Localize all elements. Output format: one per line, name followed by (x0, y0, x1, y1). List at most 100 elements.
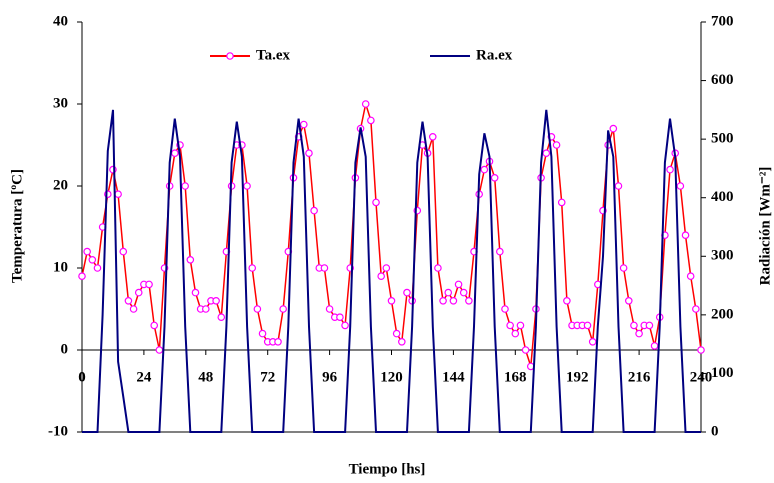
data-point (392, 329, 401, 338)
data-point (387, 296, 396, 305)
data-point (676, 182, 685, 190)
data-point (171, 149, 179, 158)
data-point (506, 321, 514, 330)
data-point (542, 149, 551, 158)
data-point (134, 288, 143, 297)
data-point (619, 264, 628, 272)
data-point (650, 342, 659, 350)
data-point (114, 190, 122, 199)
data-point (439, 296, 447, 305)
data-point (119, 247, 128, 256)
data-point (480, 165, 489, 174)
data-point (692, 305, 700, 313)
y-tick-label: 10 (53, 259, 68, 275)
y-tick-label: 0 (61, 341, 69, 357)
data-point (83, 247, 91, 256)
data-point (336, 313, 344, 322)
data-point (635, 329, 643, 338)
data-point (681, 231, 690, 240)
data-point (181, 182, 189, 190)
data-point (563, 296, 571, 305)
y2-tick-label: 500 (711, 131, 734, 147)
y-tick-label: 20 (53, 177, 68, 193)
data-point (501, 305, 509, 313)
data-point (454, 280, 463, 289)
data-point (361, 100, 370, 108)
data-point (258, 329, 267, 338)
x-tick-label: 192 (566, 369, 589, 385)
legend-label: Ta.ex (256, 47, 291, 63)
x-tick-label: 240 (690, 369, 713, 385)
y-axis-title: Temperatura [ºC] (9, 169, 25, 283)
data-point (449, 296, 458, 305)
data-point (186, 255, 195, 264)
data-point (341, 321, 349, 330)
data-point (274, 337, 282, 346)
y2-tick-label: 200 (711, 306, 734, 322)
data-point (93, 264, 102, 272)
data-point (609, 124, 618, 133)
data-point (129, 305, 138, 313)
data-point (557, 198, 566, 207)
y2-tick-label: 0 (711, 423, 719, 439)
data-point (645, 321, 654, 330)
data-point (367, 116, 375, 125)
data-point (253, 305, 262, 313)
data-point (444, 288, 453, 297)
data-point (496, 247, 504, 256)
data-point (630, 321, 638, 330)
data-point (372, 198, 380, 207)
data-point (145, 280, 153, 289)
x-tick-label: 72 (260, 369, 275, 385)
y2-tick-label: 300 (711, 248, 734, 264)
x-tick-label: 0 (78, 369, 86, 385)
legend-label: Ra.ex (476, 47, 513, 63)
data-point (202, 305, 210, 313)
y2-axis-title: Radiación [Wm⁻²] (757, 167, 773, 286)
data-point (398, 337, 406, 346)
x-tick-label: 168 (504, 369, 527, 385)
data-point (325, 305, 334, 313)
y2-tick-label: 100 (711, 365, 734, 381)
data-point (583, 321, 592, 330)
data-point (403, 288, 411, 297)
data-point (279, 305, 287, 313)
data-point (310, 206, 318, 215)
data-point (465, 296, 473, 305)
x-axis-title: Tiempo [hs] (349, 461, 426, 477)
data-point (552, 141, 561, 149)
y2-tick-label: 600 (711, 72, 734, 88)
data-point (243, 182, 251, 190)
data-point (490, 174, 499, 182)
data-point (614, 182, 623, 190)
data-point (516, 321, 525, 330)
data-point (88, 255, 97, 264)
series-line (82, 109, 701, 433)
data-point (155, 346, 164, 354)
data-point (686, 272, 695, 281)
data-point (124, 296, 133, 305)
x-tick-label: 144 (442, 369, 465, 385)
data-point (320, 264, 329, 272)
y-tick-label: 40 (53, 13, 68, 29)
data-point (305, 149, 313, 158)
x-tick-label: 216 (628, 369, 651, 385)
data-point (217, 313, 226, 322)
y2-tick-label: 400 (711, 189, 734, 205)
y-tick-label: -10 (48, 423, 68, 439)
data-point (434, 264, 442, 272)
x-tick-label: 48 (198, 369, 213, 385)
x-tick-label: 24 (136, 369, 152, 385)
legend-marker (226, 52, 234, 60)
data-point (212, 296, 220, 305)
data-point (697, 346, 705, 354)
y-tick-label: 30 (53, 95, 68, 111)
data-point (191, 288, 200, 297)
data-point (459, 288, 468, 297)
data-point (588, 337, 597, 346)
data-point (300, 120, 308, 129)
data-point (78, 272, 86, 281)
data-point (382, 264, 391, 272)
data-point (666, 165, 674, 174)
data-point (624, 296, 633, 305)
